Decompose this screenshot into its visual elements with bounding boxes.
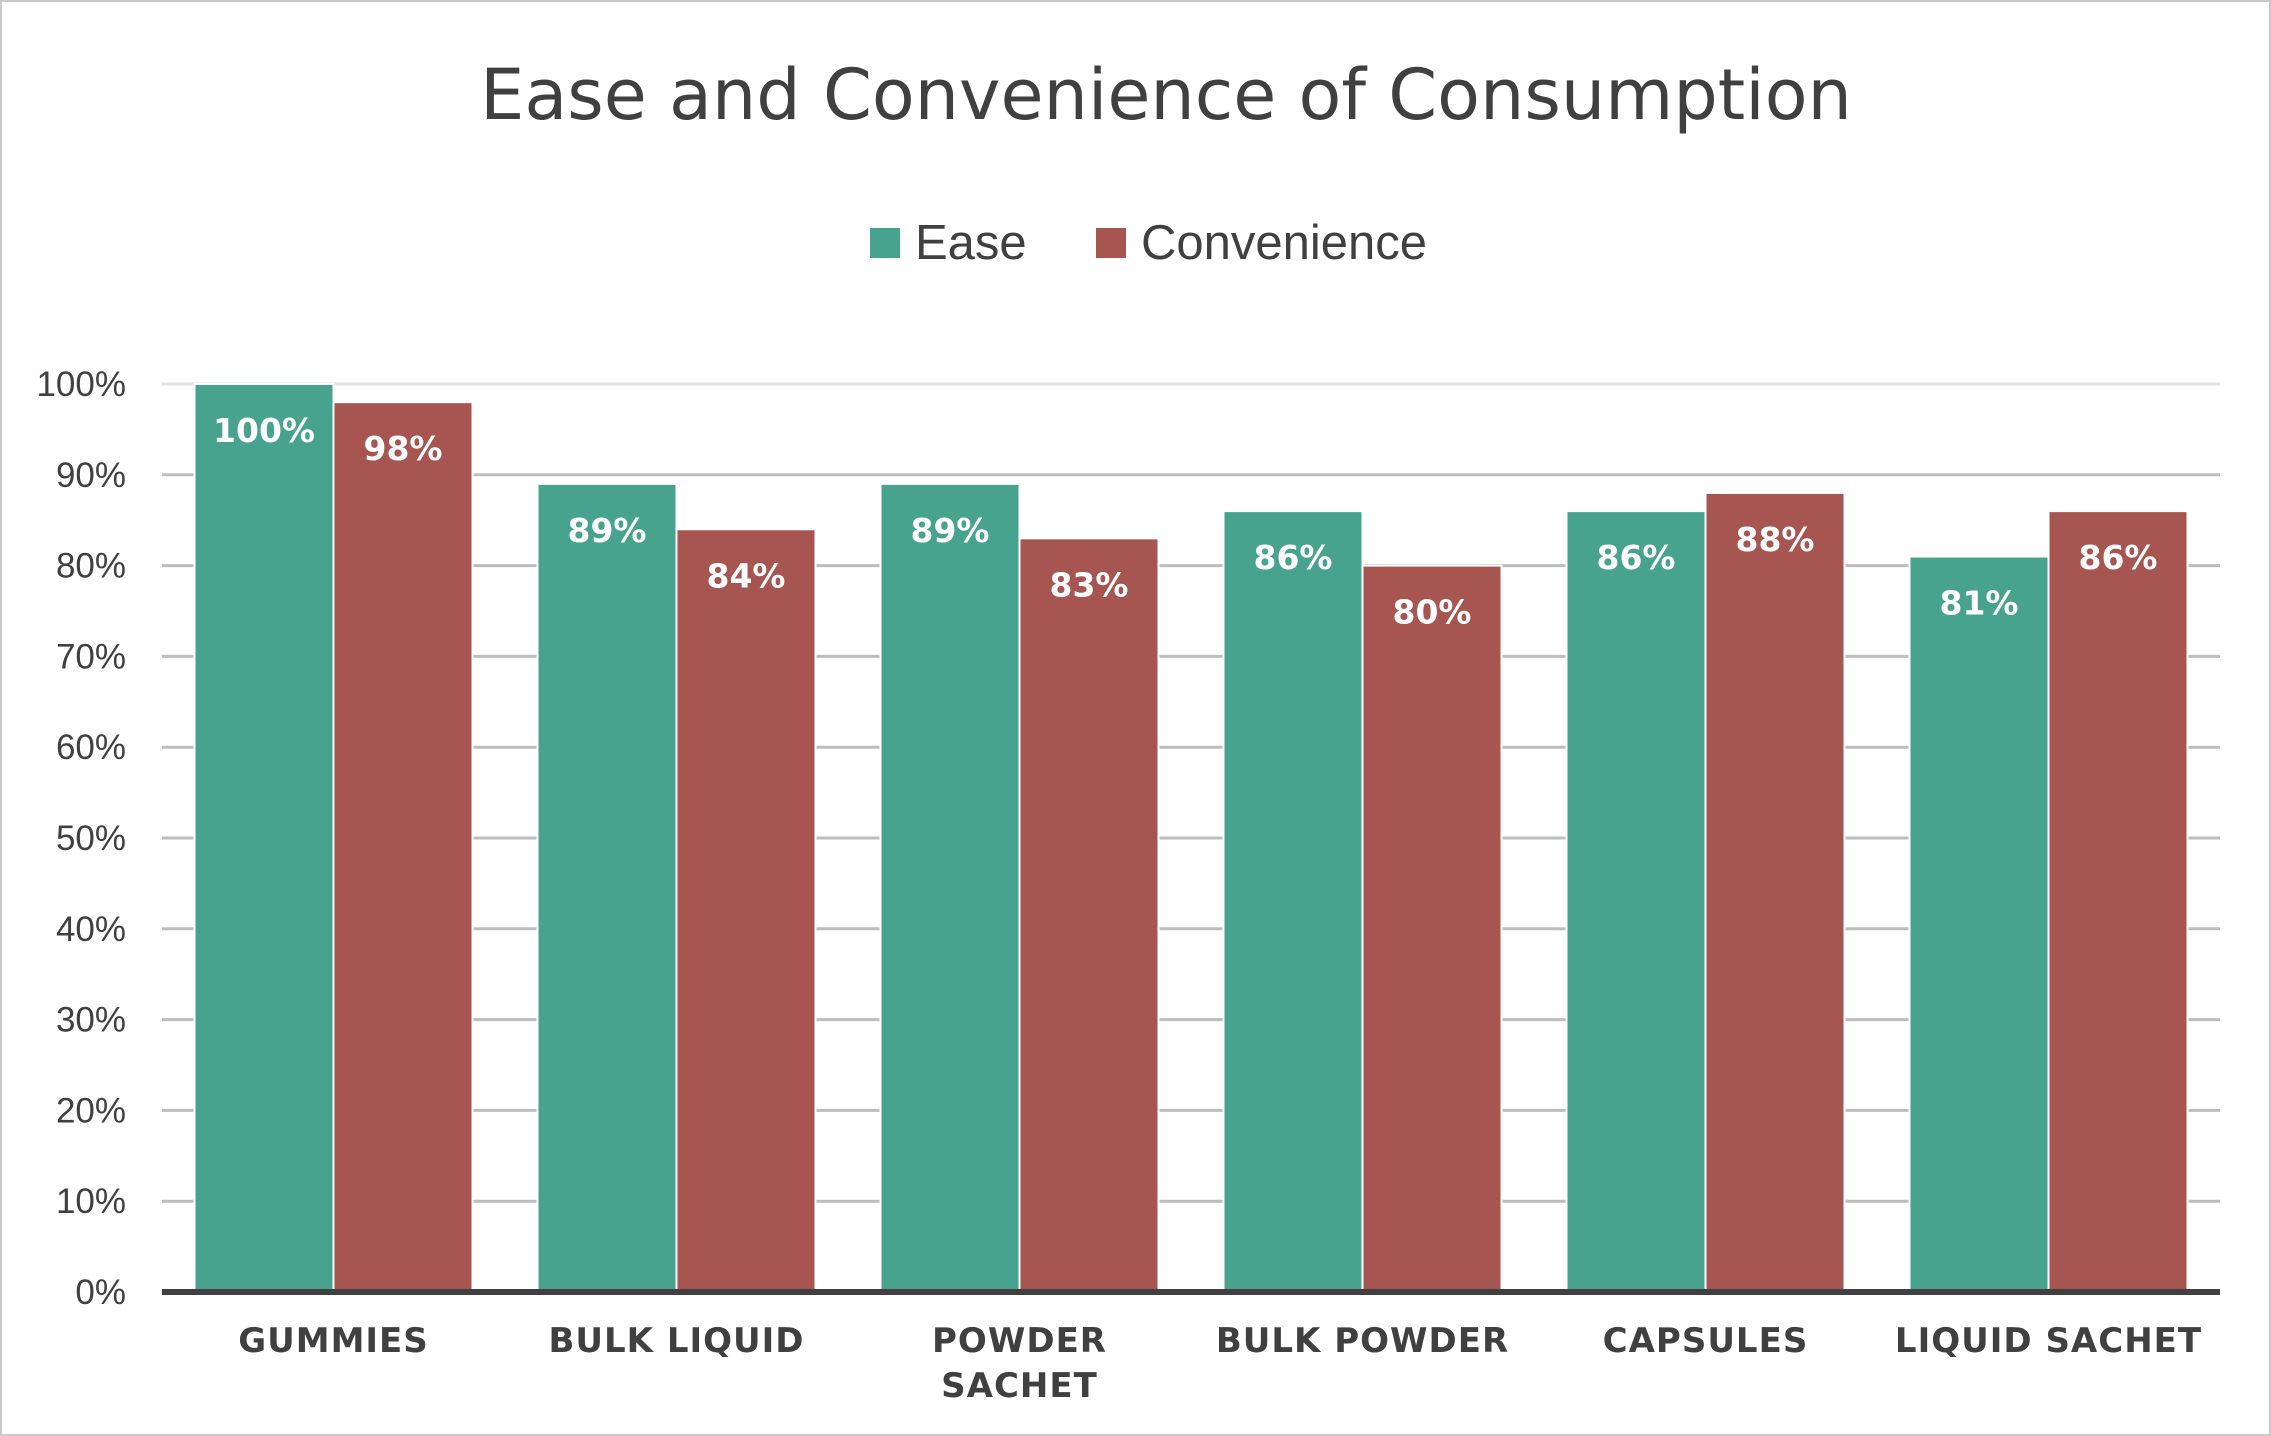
data-label: 98%	[364, 429, 443, 468]
data-label: 81%	[1940, 584, 2019, 623]
data-label: 86%	[1254, 538, 1333, 577]
bar-convenience	[332, 401, 474, 1294]
y-tick-label: 40%	[56, 910, 126, 949]
x-axis: GUMMIES BULK LIQUID POWDER SACHET BULK POWDE…	[238, 1321, 2202, 1406]
bar-convenience	[1361, 564, 1503, 1293]
x-tick-label: BULK LIQUID	[548, 1321, 804, 1361]
legend-label-convenience: Convenience	[1141, 216, 1427, 270]
bar-ease	[1222, 510, 1364, 1293]
data-labels: 100% 98% 89% 84% 89% 83% 86% 80% 86% 88% 81% 86%	[213, 411, 2157, 632]
legend-swatch-convenience	[1096, 228, 1126, 258]
bar-convenience	[1704, 491, 1846, 1293]
data-label: 80%	[1393, 593, 1472, 632]
gridlines	[162, 382, 2220, 1203]
y-tick-label: 0%	[75, 1273, 126, 1312]
y-axis: 0% 10% 20% 30% 40% 50% 60% 70% 80% 90% 100%	[36, 365, 126, 1312]
x-tick-label: POWDER SACHET	[932, 1321, 1107, 1406]
y-tick-label: 20%	[56, 1091, 126, 1130]
bar-ease	[193, 383, 335, 1293]
bar-ease	[1908, 555, 2050, 1293]
bar-convenience	[675, 528, 817, 1293]
x-tick-label: GUMMIES	[238, 1321, 429, 1361]
y-tick-label: 70%	[56, 637, 126, 676]
bars	[193, 383, 2189, 1294]
x-tick-label: BULK POWDER	[1216, 1321, 1509, 1361]
legend-label-ease: Ease	[915, 216, 1027, 270]
y-tick-label: 60%	[56, 728, 126, 767]
bar-ease	[879, 482, 1021, 1293]
y-tick-label: 10%	[56, 1182, 126, 1221]
bar-ease	[1565, 510, 1707, 1293]
bar-convenience	[1018, 537, 1160, 1293]
data-label: 100%	[213, 411, 315, 450]
chart-title: Ease and Convenience of Consumption	[480, 54, 1852, 136]
data-label: 84%	[707, 556, 786, 595]
y-tick-label: 90%	[56, 456, 126, 495]
data-label: 89%	[911, 511, 990, 550]
y-tick-label: 50%	[56, 819, 126, 858]
y-tick-label: 100%	[36, 365, 126, 404]
legend-swatch-ease	[870, 228, 900, 258]
data-label: 86%	[1597, 538, 1676, 577]
x-tick-label: CAPSULES	[1603, 1321, 1809, 1361]
y-tick-label: 80%	[56, 547, 126, 586]
data-label: 83%	[1050, 565, 1129, 604]
y-tick-label: 30%	[56, 1001, 126, 1040]
bar-ease	[536, 482, 678, 1293]
bar-convenience	[2047, 510, 2189, 1293]
data-label: 88%	[1736, 520, 1815, 559]
data-label: 86%	[2079, 538, 2158, 577]
x-tick-label: LIQUID SACHET	[1895, 1321, 2202, 1361]
legend: Ease Convenience	[870, 216, 1427, 270]
data-label: 89%	[568, 511, 647, 550]
